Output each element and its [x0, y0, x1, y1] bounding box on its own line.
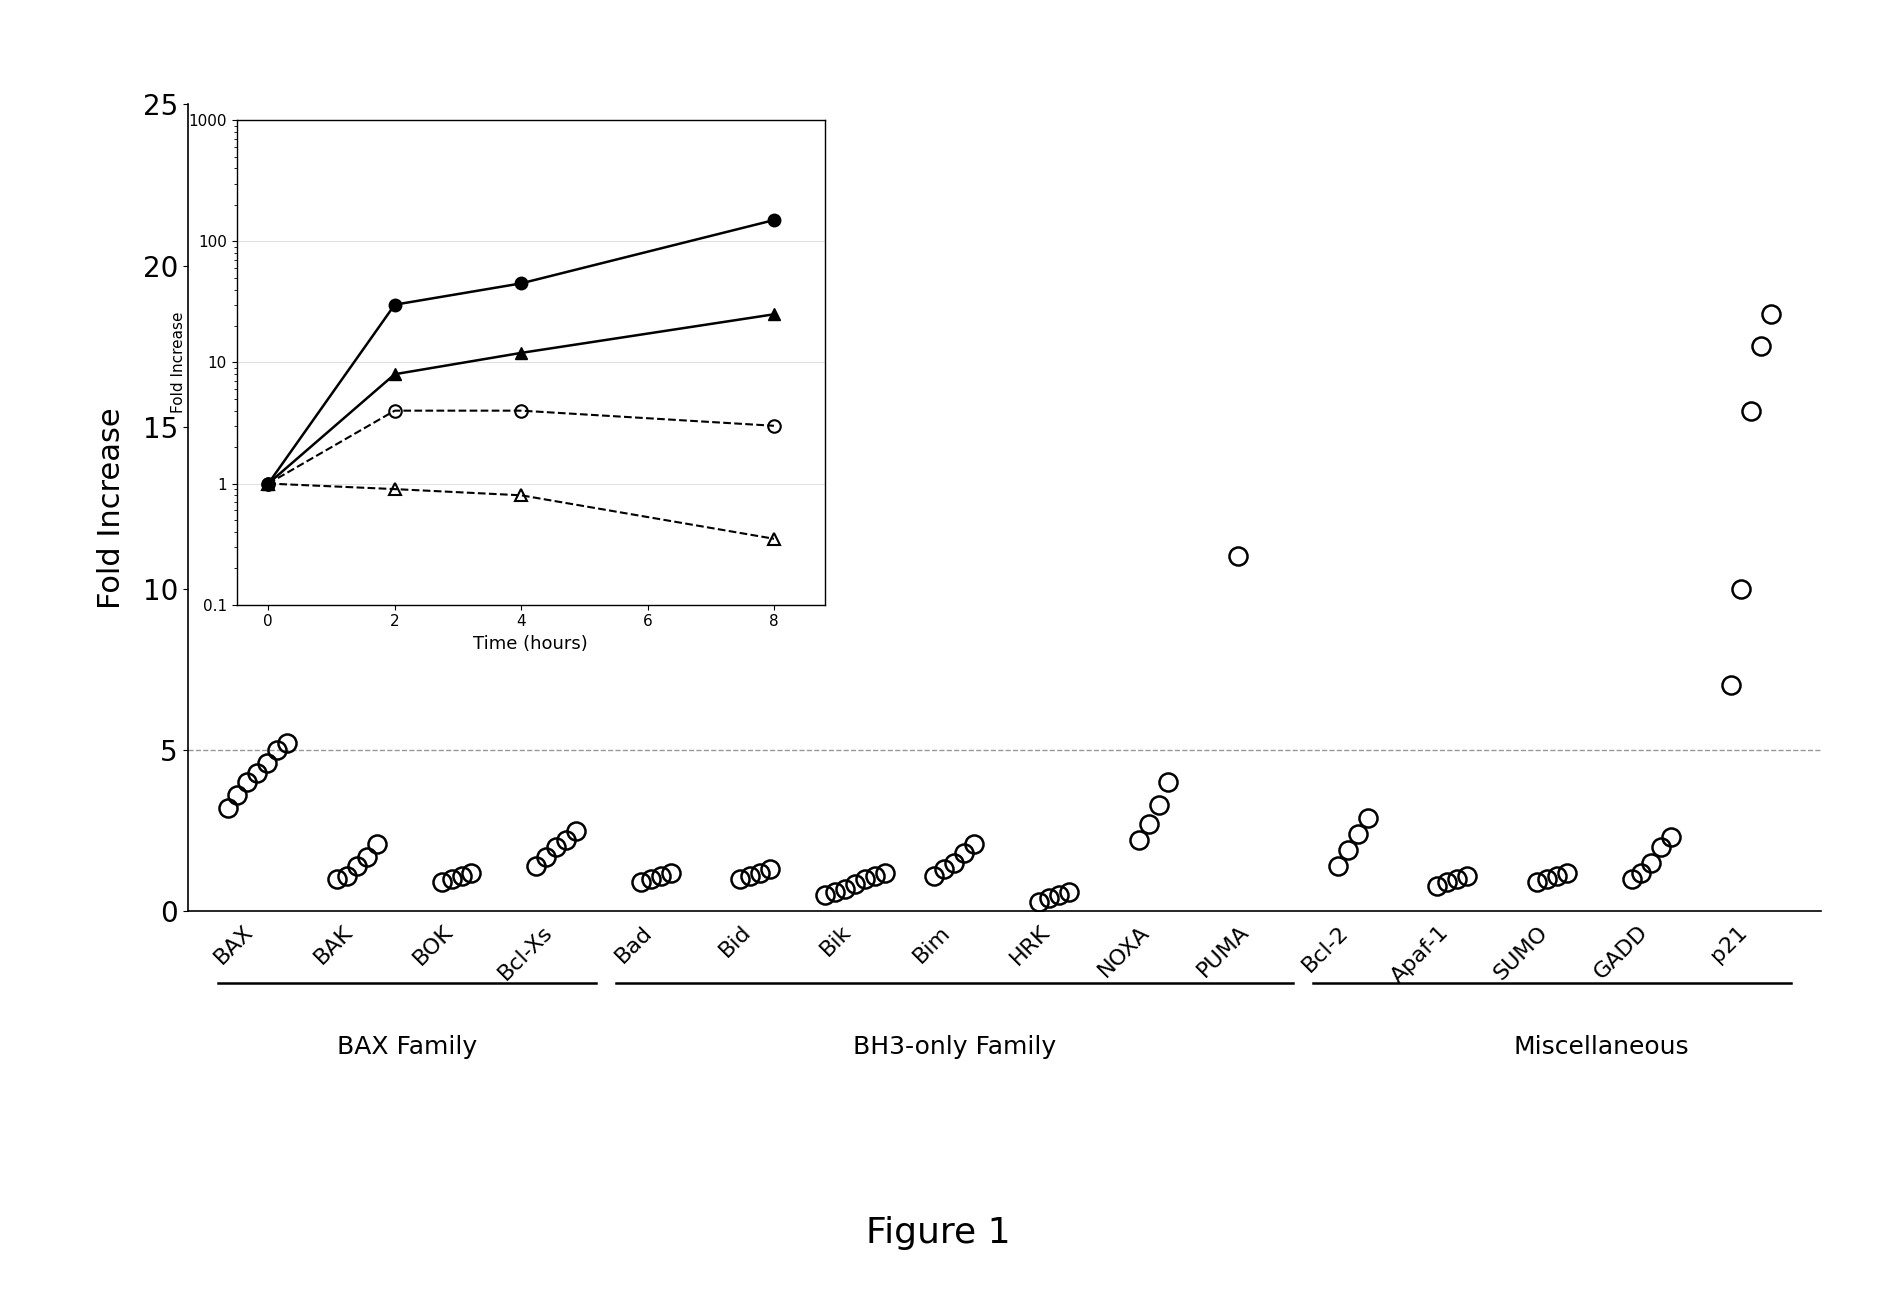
Y-axis label: Fold Increase: Fold Increase	[98, 408, 126, 608]
Text: Miscellaneous: Miscellaneous	[1515, 1035, 1689, 1059]
Text: Figure 1: Figure 1	[865, 1216, 1012, 1250]
Text: BH3-only Family: BH3-only Family	[852, 1035, 1057, 1059]
Text: BAX Family: BAX Family	[336, 1035, 477, 1059]
